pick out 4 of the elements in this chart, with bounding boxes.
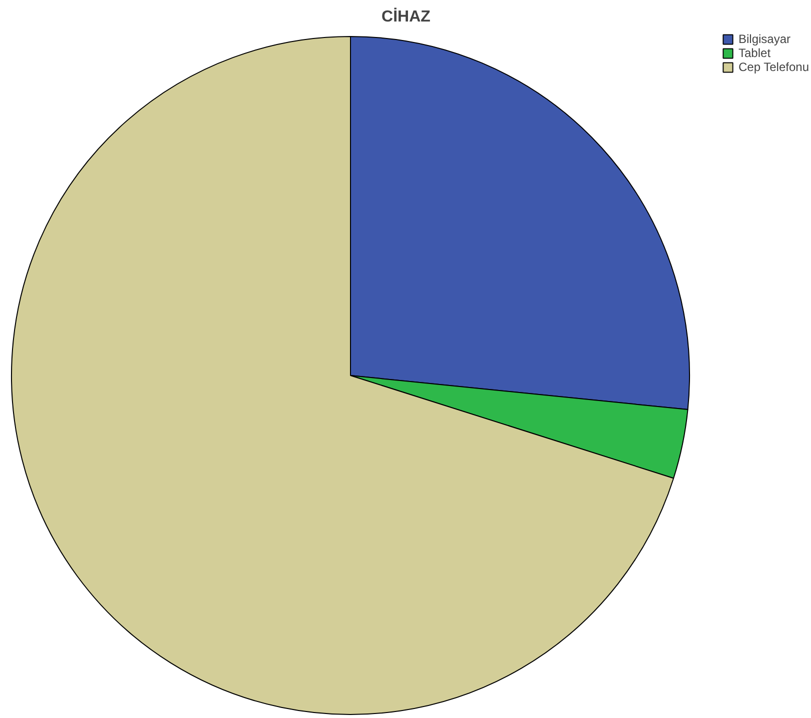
chart-title: CİHAZ (382, 8, 431, 26)
legend-label: Cep Telefonu (738, 60, 809, 74)
legend-label: Bilgisayar (738, 32, 791, 46)
legend-label: Tablet (738, 46, 771, 60)
